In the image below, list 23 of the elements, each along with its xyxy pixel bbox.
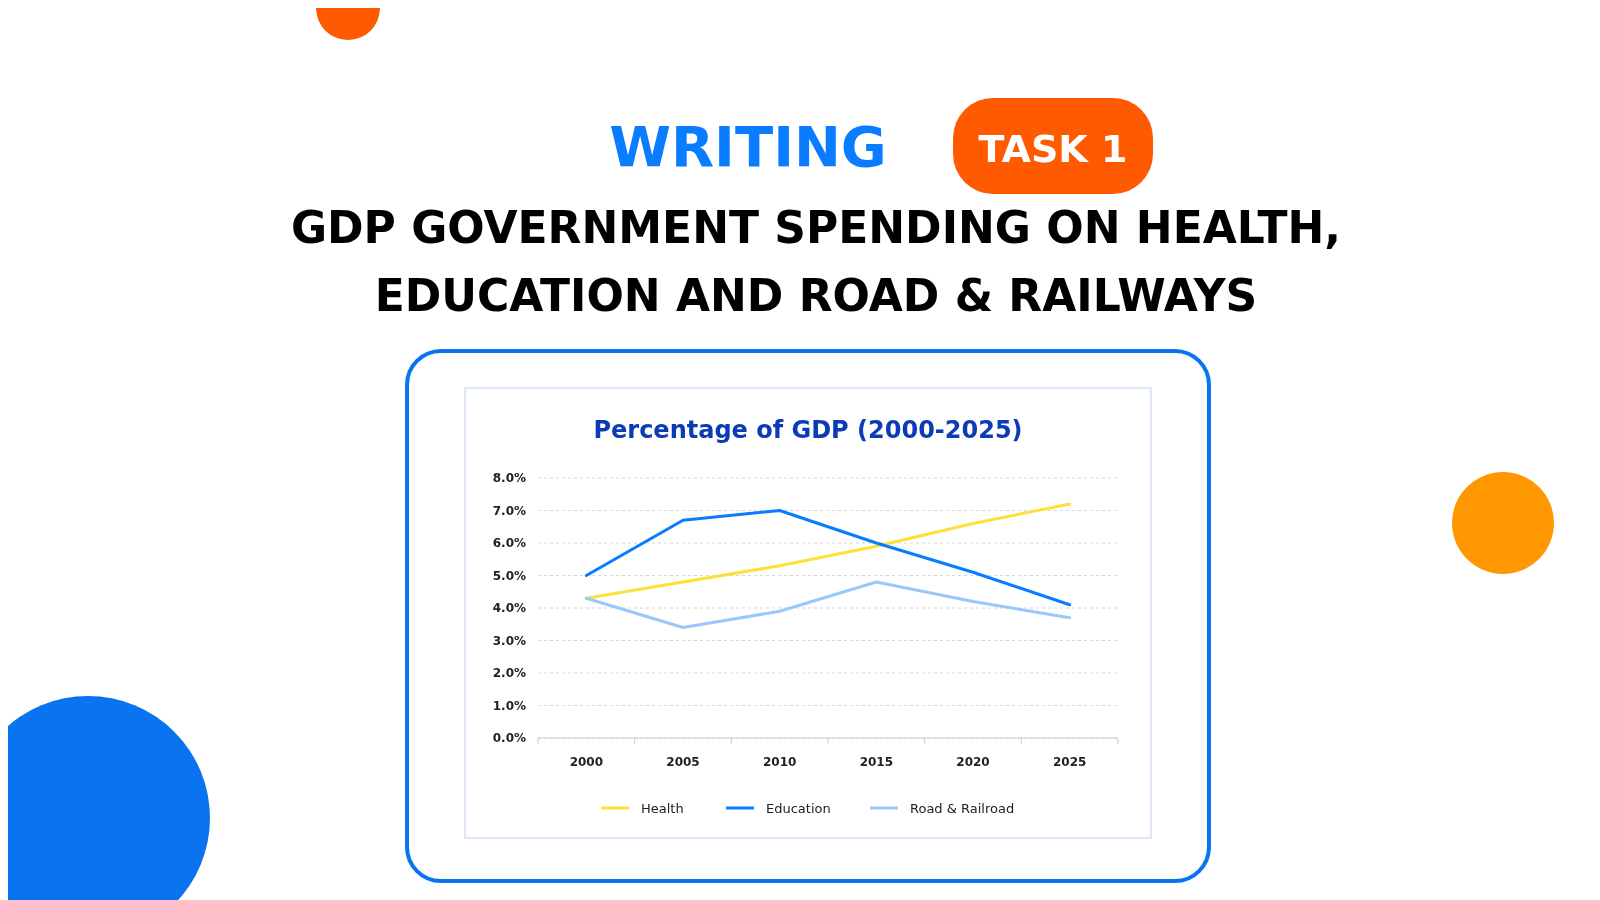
chart-subtitle: GDP GOVERNMENT SPENDING ON HEALTH, EDUCATION AND ROAD & RAILWAYS <box>290 202 1342 321</box>
y-tick-label: 8.0% <box>492 471 526 485</box>
legend-label: Road & Railroad <box>910 801 1015 816</box>
text: TASK 1 <box>978 127 1128 171</box>
x-tick-label: 2025 <box>1052 755 1087 769</box>
y-tick-label: 2.0% <box>492 666 526 680</box>
x-tick-label: 2015 <box>859 755 894 769</box>
x-tick-label: 2000 <box>569 755 604 769</box>
chart-title: Percentage of GDP (2000-2025) <box>593 416 1023 444</box>
y-tick-label: 6.0% <box>492 536 526 550</box>
x-tick-label: 2020 <box>956 755 990 769</box>
y-tick-label: 0.0% <box>492 731 526 745</box>
y-tick-label: 3.0% <box>492 633 526 648</box>
text: WRITING <box>609 114 887 179</box>
x-tick-label: 2010 <box>762 755 797 769</box>
legend-label: Health <box>641 801 684 816</box>
legend-label: Education <box>766 801 831 816</box>
y-tick-label: 7.0% <box>492 503 526 518</box>
y-tick-label: 4.0% <box>492 601 526 615</box>
x-tick-label: 2005 <box>666 755 700 769</box>
y-tick-label: 1.0% <box>492 698 526 713</box>
y-tick-label: 5.0% <box>492 568 526 583</box>
line-series <box>584 580 1072 629</box>
